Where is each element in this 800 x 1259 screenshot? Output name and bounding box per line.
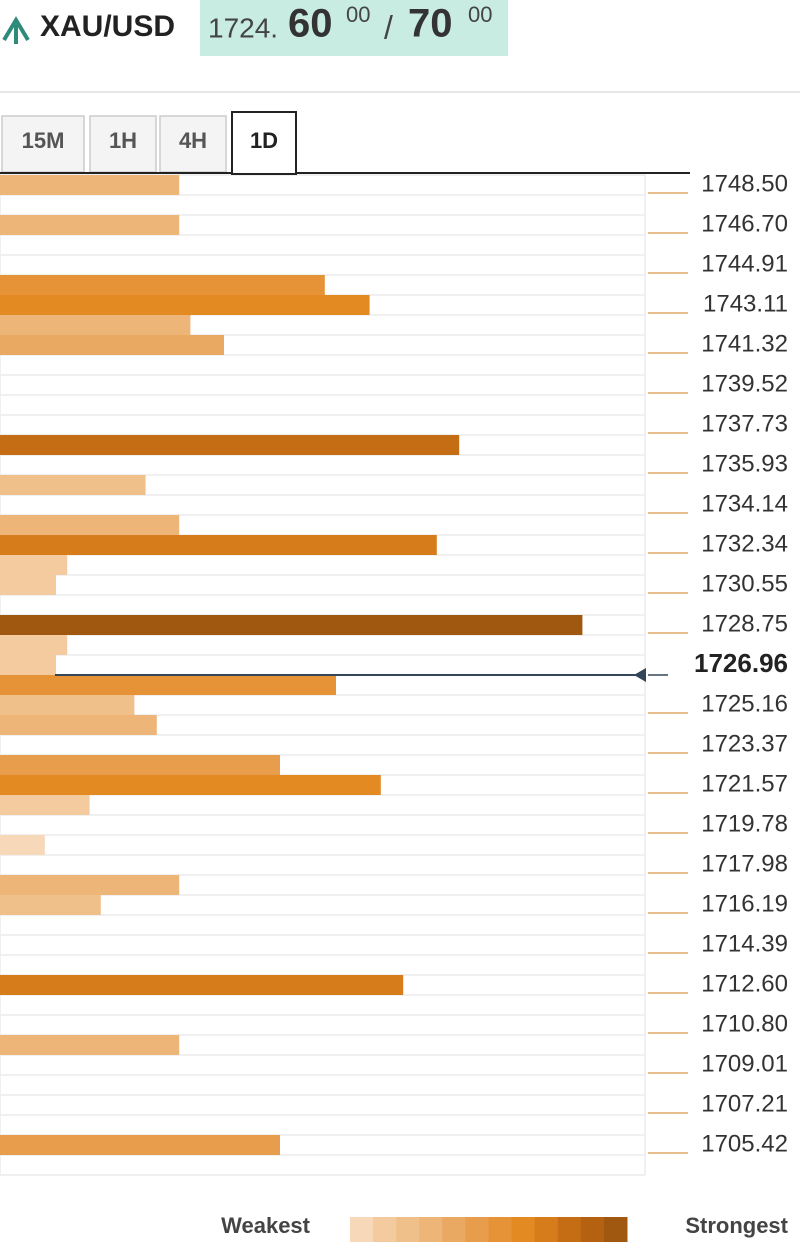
level-bar bbox=[0, 515, 180, 535]
ask-big: 70 bbox=[408, 2, 453, 46]
price-label: 1748.50 bbox=[701, 170, 788, 197]
legend-swatch bbox=[465, 1217, 489, 1242]
level-bar bbox=[0, 795, 90, 815]
level-bar bbox=[0, 535, 437, 555]
price-label: 1712.60 bbox=[701, 970, 788, 997]
bid-small: 00 bbox=[346, 2, 370, 27]
price-label: 1719.78 bbox=[701, 810, 788, 837]
legend-swatch bbox=[557, 1217, 582, 1242]
level-bar bbox=[0, 675, 336, 695]
price-label: 1707.21 bbox=[701, 1090, 788, 1117]
separator: / bbox=[384, 9, 393, 45]
legend-swatch bbox=[511, 1217, 536, 1242]
tab-label[interactable]: 1D bbox=[250, 128, 278, 153]
price-label: 1732.34 bbox=[701, 530, 788, 557]
price-label: 1717.98 bbox=[701, 850, 788, 877]
level-bar bbox=[0, 695, 135, 715]
level-bar bbox=[0, 655, 56, 675]
legend-swatch bbox=[603, 1217, 628, 1242]
tab-label[interactable]: 4H bbox=[179, 128, 207, 153]
level-bar bbox=[0, 275, 325, 295]
level-bar bbox=[0, 295, 370, 315]
legend-swatch bbox=[350, 1217, 374, 1242]
legend-swatch bbox=[396, 1217, 420, 1242]
level-bar bbox=[0, 715, 157, 735]
price-label: 1721.57 bbox=[701, 770, 788, 797]
level-bar bbox=[0, 475, 146, 495]
price-label: 1714.39 bbox=[701, 930, 788, 957]
level-bar bbox=[0, 755, 280, 775]
up-arrow bbox=[2, 16, 30, 44]
price-label: 1723.37 bbox=[701, 730, 788, 757]
price-label: 1734.14 bbox=[701, 490, 788, 517]
level-bar bbox=[0, 1035, 180, 1055]
price-label: 1710.80 bbox=[701, 1010, 788, 1037]
legend-swatch bbox=[580, 1217, 605, 1242]
price-label: 1716.19 bbox=[701, 890, 788, 917]
level-bar bbox=[0, 615, 583, 635]
price-label: 1730.55 bbox=[701, 570, 788, 597]
tab[interactable] bbox=[231, 111, 297, 175]
tab[interactable] bbox=[1, 115, 85, 173]
price-label: 1737.73 bbox=[701, 410, 788, 437]
level-bar bbox=[0, 215, 180, 235]
bid-big: 60 bbox=[288, 2, 333, 46]
level-bar bbox=[0, 775, 381, 795]
price-label: 1739.52 bbox=[701, 370, 788, 397]
price-label: 1709.01 bbox=[701, 1050, 788, 1077]
tab-label[interactable]: 15M bbox=[22, 128, 65, 153]
price-label: 1746.70 bbox=[701, 210, 788, 237]
price-box bbox=[200, 0, 508, 56]
price-label: 1743.11 bbox=[703, 290, 788, 317]
level-bar bbox=[0, 895, 101, 915]
level-bar bbox=[0, 175, 180, 195]
symbol: XAU/USD bbox=[40, 10, 175, 43]
level-bar bbox=[0, 575, 56, 595]
level-bar bbox=[0, 635, 68, 655]
price-label: 1728.75 bbox=[701, 610, 788, 637]
bid-main: 1724. bbox=[208, 12, 278, 43]
level-bar bbox=[0, 435, 460, 455]
tab[interactable] bbox=[159, 115, 227, 173]
current-price-marker bbox=[634, 668, 646, 682]
current-price-label: 1726.96 bbox=[694, 648, 788, 678]
level-bar bbox=[0, 835, 45, 855]
legend-swatch bbox=[373, 1217, 397, 1242]
level-bar bbox=[0, 315, 191, 335]
price-label: 1744.91 bbox=[701, 250, 788, 277]
level-bar bbox=[0, 335, 224, 355]
price-label: 1735.93 bbox=[701, 450, 788, 477]
ask-small: 00 bbox=[468, 2, 492, 27]
price-label: 1725.16 bbox=[701, 690, 788, 717]
level-bar bbox=[0, 1135, 280, 1155]
level-bar bbox=[0, 555, 68, 575]
legend-weakest: Weakest bbox=[221, 1213, 311, 1238]
legend-swatch bbox=[419, 1217, 443, 1242]
legend-swatch bbox=[442, 1217, 466, 1242]
price-label: 1705.42 bbox=[701, 1130, 788, 1157]
legend-swatch bbox=[488, 1217, 513, 1242]
price-label: 1741.32 bbox=[701, 330, 788, 357]
level-bar bbox=[0, 875, 180, 895]
tab-label[interactable]: 1H bbox=[109, 128, 137, 153]
level-bar bbox=[0, 975, 404, 995]
legend-swatch bbox=[534, 1217, 559, 1242]
legend-strongest: Strongest bbox=[685, 1213, 788, 1238]
